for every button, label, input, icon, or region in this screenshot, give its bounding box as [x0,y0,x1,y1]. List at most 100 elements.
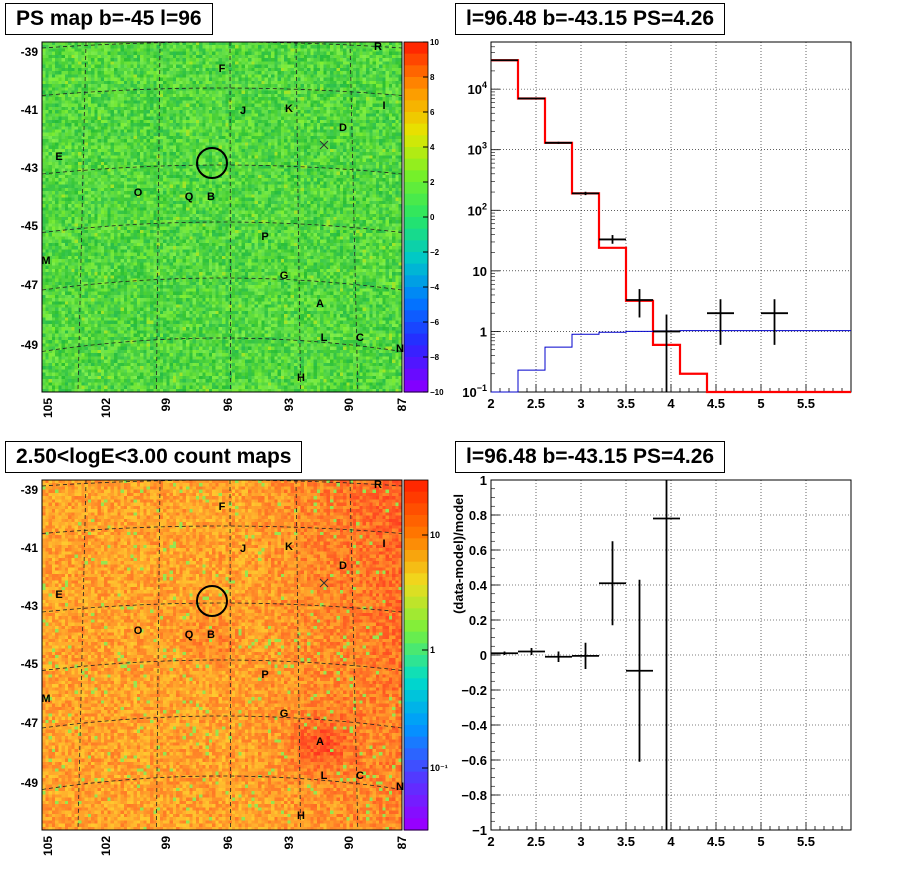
colorbar-tick-label: 4 [430,143,435,152]
colorbar-segment [404,806,428,819]
y-tick-label: −0.2 [461,683,487,698]
x-tick-label: 5.5 [797,834,815,849]
source-label: E [55,589,62,601]
longitude-line [229,41,231,393]
y-tick-base: 0.6 [469,543,487,558]
selected-source-circle [196,147,228,179]
source-label: B [207,629,215,641]
y-tick-base: 10 [468,203,482,218]
longitude-line [77,479,87,831]
longitude-line [349,41,359,393]
source-label: A [316,298,324,310]
colorbar-segment [404,620,428,633]
chart-grid [491,42,851,393]
source-label: K [285,103,293,115]
longitude-line [77,41,87,393]
colorbar-segment [404,345,428,358]
colorbar-segment [404,596,428,609]
y-tick-label: 1 [480,473,487,488]
y-tick-exponent: −1 [477,383,487,393]
y-tick-exponent: 2 [482,201,487,211]
colorbar-segment [404,252,428,265]
map-image [42,480,402,830]
colorbar-tick-label: 10 [430,38,439,47]
source-label: K [285,541,293,553]
colorbar-segment [404,795,428,808]
colorbar-segment [404,310,428,323]
chart-grid [491,479,851,831]
source-label: J [240,105,246,117]
source-label: L [321,770,328,782]
source-label: A [316,736,324,748]
count-map-plot: R F J K I D E O Q B P M G A L C N H -39 -41 -43 -45 -47 -49 105 1… [21,479,448,856]
source-label: I [382,100,385,112]
y-tick-base: −0.6 [461,753,487,768]
colorbar-tick-label: −10 [430,388,444,397]
colorbar-segment [404,783,428,796]
colorbar-segment [404,538,428,551]
x-tick-label: 5.5 [797,396,815,411]
y-axis-title: (data-model)/model [451,494,466,614]
x-tick-label: 96 [221,836,235,850]
y-tick-label: -39 [21,483,39,497]
coordinate-grid [41,41,403,393]
source-label: D [339,560,347,572]
x-tick-label: 96 [221,398,235,412]
colorbar-segment [404,550,428,563]
colorbar-segment [404,573,428,586]
colorbar-segment [404,515,428,528]
colorbar-segment [404,491,428,504]
x-tick-label: 3 [577,834,584,849]
source-label: C [356,770,364,782]
colorbar-segment [404,205,428,218]
y-tick-label: -49 [21,776,39,790]
source-label: H [297,372,305,384]
x-tick-label: 2.5 [527,834,545,849]
colorbar-segment [404,322,428,335]
y-tick-label: -43 [21,599,39,613]
source-label: D [339,122,347,134]
x-tick-label: 3 [577,396,584,411]
source-label: E [55,151,62,163]
longitude-line [229,479,231,831]
source-label: M [41,693,50,705]
colorbar-segment [404,135,428,148]
x-tick-label: 5 [757,396,764,411]
colorbar-segment [404,608,428,621]
colorbar-segment [404,228,428,241]
y-tick-base: −1 [472,823,487,838]
y-tick-label: 0.6 [469,543,487,558]
x-tick-label: 3.5 [617,396,635,411]
source-label: G [280,270,289,282]
source-label: P [261,231,268,243]
source-label: C [356,332,364,344]
colorbar-segment [404,240,428,253]
spectrum-panel: l=96.48 b=-43.15 PS=4.26 2 2.5 3 3.5 4 4.5 5 5.… [449,0,898,438]
y-tick-base: −0.8 [461,788,487,803]
coordinate-grid [41,479,403,831]
y-tick-label: −0.4 [461,718,487,733]
x-tick-label: 4.5 [707,396,725,411]
y-tick-label: -41 [21,541,39,555]
colorbar-segment [404,736,428,749]
colorbar-segment [404,655,428,668]
colorbar-tick-label: 6 [430,108,435,117]
residual-chart: 2 2.5 3 3.5 4 4.5 5 5.5 1 0.8 0.6 0.4 0.2 0 −0.2 −0.4 −0… [451,473,852,849]
colorbar-segment [404,147,428,160]
y-tick-label: 0 [480,648,487,663]
x-tick-label: 93 [282,398,296,412]
colorbar-segment [404,53,428,66]
y-tick-label: -49 [21,338,39,352]
colorbar: 10 1 10⁻¹ [403,479,448,831]
colorbar-segment [404,818,428,831]
colorbar-segment [404,112,428,125]
colorbar-segment [404,287,428,300]
y-tick-base: 10 [462,385,476,400]
x-tick-label: 5 [757,834,764,849]
source-label: N [396,343,404,355]
x-tick-label: 99 [159,398,173,412]
longitude-line [156,479,161,831]
colorbar-segment [404,368,428,381]
y-tick-base: 10 [468,143,482,158]
x-tick-label: 99 [159,836,173,850]
